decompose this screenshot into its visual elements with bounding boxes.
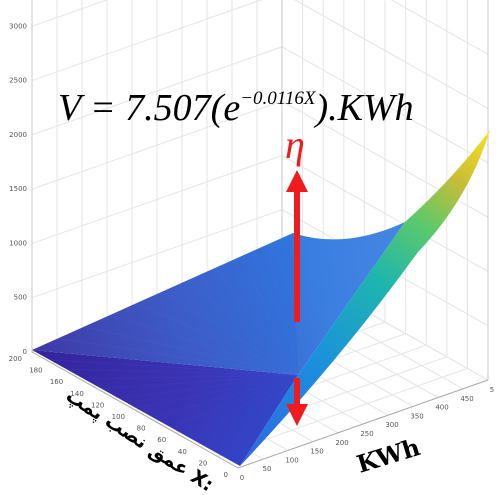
x-tick-label: 200: [335, 439, 348, 447]
efficiency-symbol: η: [285, 122, 305, 167]
x-tick-label: 300: [385, 421, 398, 429]
y-axis-ticks: 0 20 40 60 80 100 120 140 160 180 200: [9, 355, 228, 479]
y-tick-label: 0: [224, 471, 228, 479]
y-tick-label: 40: [178, 448, 187, 456]
axes-frame: [31, 0, 489, 469]
grid-line: [31, 154, 283, 244]
x-axis-ticks: 0 50 100 150 200 250 300 350 400 450 5: [240, 386, 494, 482]
z-tick-label: 1000: [9, 239, 27, 247]
x-tick-label: 5: [490, 386, 494, 394]
x-axis-label: KWh: [353, 432, 423, 479]
mesh-line: [135, 374, 299, 409]
mesh-line: [266, 244, 299, 376]
mesh-line: [110, 314, 299, 376]
mesh-line: [222, 374, 299, 457]
surface: [32, 130, 490, 466]
mesh-line: [240, 256, 299, 376]
x-axis-line: [237, 379, 489, 469]
surface-side: [240, 130, 490, 466]
y-axis-line: [31, 351, 239, 469]
mesh-line: [205, 374, 299, 447]
equation: V = 7.507(e−0.0116X).KWh: [58, 87, 414, 129]
equation-exponent: −0.0116X: [240, 88, 317, 109]
surface-mesh: [49, 244, 299, 457]
grid-line: [31, 46, 283, 136]
arrow-head-down: [286, 404, 308, 426]
y-tick-label: 140: [70, 390, 83, 398]
z-tick-label: 2000: [9, 131, 27, 139]
x-tick-label: 100: [285, 456, 298, 464]
z-tick-label: 1500: [9, 185, 27, 193]
surface-floor-fan: [32, 350, 298, 466]
mesh-line: [84, 326, 299, 376]
svg-text:V = 7.507(e−0.0116X).KWh: V = 7.507(e−0.0116X).KWh: [58, 87, 414, 129]
mesh-line: [188, 279, 299, 376]
z-tick-label: 3000: [9, 22, 27, 30]
y-tick-label: 180: [29, 367, 42, 375]
mesh-line: [214, 267, 299, 376]
surface-sheen: [293, 222, 405, 375]
x-tick-label: 450: [460, 395, 473, 403]
x-tick-label: 400: [435, 404, 448, 412]
mesh-line: [187, 374, 299, 438]
mesh-line: [136, 302, 299, 376]
grid-line: [390, 0, 489, 55]
mesh-line: [66, 369, 299, 376]
y-tick-label: 200: [9, 355, 22, 363]
y-tick-label: 100: [112, 413, 125, 421]
z-tick-label: 0: [23, 348, 27, 356]
mesh-line: [118, 374, 299, 399]
mesh-line: [58, 338, 299, 376]
y-tick-label: 80: [137, 425, 146, 433]
x-tick-label: 150: [310, 448, 323, 456]
x-tick-label: 50: [263, 465, 272, 473]
efficiency-arrow: [286, 170, 308, 426]
grid-line: [31, 100, 283, 190]
mesh-line: [101, 374, 299, 389]
grid-line: [31, 0, 109, 27]
mesh-line: [83, 374, 299, 380]
arrow-head-up: [286, 170, 308, 192]
x-tick-label: 250: [360, 430, 373, 438]
z-tick-label: 2500: [9, 77, 27, 85]
x-tick-label: 0: [240, 474, 244, 482]
z-axis-ticks: 0500100015002000250030003500: [9, 22, 27, 356]
x-tick-label: 350: [410, 412, 423, 420]
y-tick-label: 120: [91, 401, 104, 409]
equation-rhs: ).KWh: [313, 87, 413, 129]
y-tick-label: 20: [198, 459, 207, 467]
y-tick-label: 160: [50, 378, 63, 386]
grid-line: [31, 209, 283, 299]
mesh-line: [49, 359, 299, 376]
mesh-line: [153, 374, 299, 418]
y-tick-label: 60: [157, 436, 166, 444]
z-tick-label: 500: [14, 294, 27, 302]
equation-lhs: V = 7.507(e: [58, 87, 240, 129]
grid-line: [31, 0, 263, 82]
mesh-line: [170, 374, 299, 428]
mesh-line: [162, 291, 299, 376]
